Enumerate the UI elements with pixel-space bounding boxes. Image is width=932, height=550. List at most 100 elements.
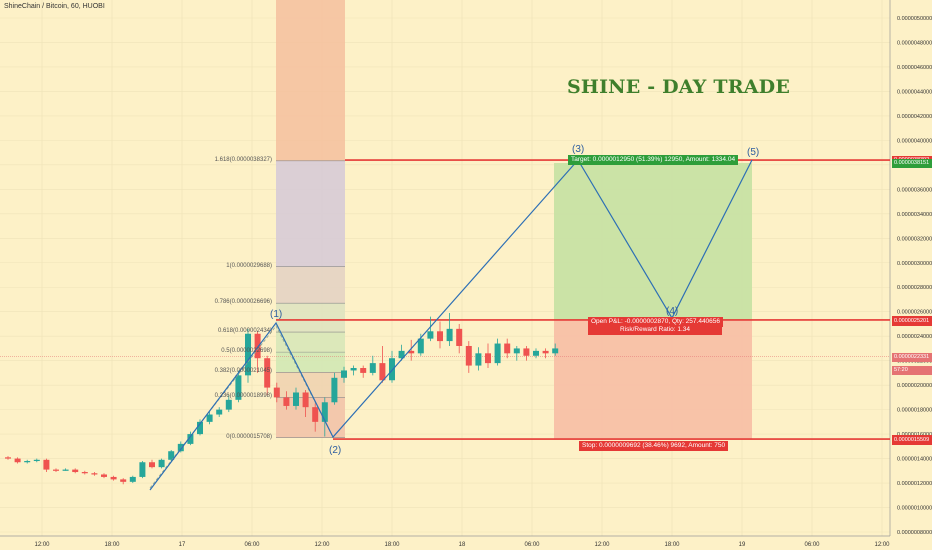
candle-body <box>24 461 31 463</box>
fib-zone <box>276 266 345 304</box>
price-tag: 0.0000015509 <box>892 436 932 446</box>
price-tag: 57:20 <box>892 366 932 376</box>
candle-body <box>379 363 386 381</box>
open-pnl-label: Open P&L: -0.0000002870, Qty: 257.440656 <box>588 316 724 327</box>
candle-body <box>206 414 213 422</box>
candle-body <box>369 363 376 373</box>
candle-body <box>523 348 530 356</box>
candle-body <box>389 358 395 381</box>
candle-body <box>177 443 184 452</box>
y-tick-label: 0.0000026000 <box>897 310 932 316</box>
candle-body <box>542 350 549 354</box>
y-tick-label: 0.0000024000 <box>897 334 932 340</box>
candle-body <box>43 459 50 470</box>
fib-trend-dash <box>149 325 334 489</box>
x-tick-label: 06:00 <box>524 542 540 548</box>
candle-body <box>158 459 165 468</box>
candle-body <box>513 348 520 354</box>
x-tick-label: 18:00 <box>104 542 120 548</box>
candle-body <box>427 331 434 339</box>
candle-body <box>398 350 405 359</box>
x-tick-label: 18 <box>459 542 466 548</box>
candle-body <box>293 392 299 406</box>
wave-label: (5) <box>747 147 760 158</box>
candle-body <box>408 350 415 354</box>
candle-body <box>91 473 98 475</box>
candle-body <box>465 345 472 366</box>
chart-title: ShineChain / Bitcoin, 60, HUOBI <box>4 3 105 10</box>
y-tick-label: 0.0000012000 <box>897 481 932 487</box>
candle-body <box>149 462 155 468</box>
fib-level-label: 1.618(0.0000038327) <box>214 156 272 163</box>
y-tick-label: 0.0000014000 <box>897 457 932 463</box>
candle-body <box>216 409 223 415</box>
wave-label: (1) <box>270 309 283 320</box>
y-tick-label: 0.0000048000 <box>897 40 932 46</box>
fib-level-label: 0.618(0.000002434) <box>217 328 272 335</box>
candle-body <box>341 370 347 378</box>
candle-body <box>331 377 338 403</box>
fib-level-label: 0.5(0.0000022698) <box>221 348 272 355</box>
fib-zone <box>276 332 345 353</box>
candle-body <box>456 328 463 346</box>
fib-level-label: 1(0.0000029688) <box>226 262 272 269</box>
candle-body <box>129 476 136 482</box>
y-tick-label: 0.0000042000 <box>897 114 932 120</box>
candle-body <box>53 469 59 471</box>
y-tick-label: 0.0000020000 <box>897 383 932 389</box>
x-tick-label: 12:00 <box>874 542 890 548</box>
y-tick-label: 0.0000030000 <box>897 261 932 267</box>
candle-body <box>14 458 21 463</box>
fib-zone <box>276 303 345 333</box>
fib-zone <box>276 352 345 373</box>
target-label: Target: 0.0000012950 (51.39%) 12950, Amo… <box>568 155 739 165</box>
wave-label: (3) <box>572 144 585 155</box>
y-tick-label: 0.0000050000 <box>897 16 932 22</box>
x-tick-label: 12:00 <box>594 542 610 548</box>
candle-body <box>168 451 175 460</box>
candle-body <box>187 434 194 444</box>
price-tag: 0.0000022331 <box>892 352 932 362</box>
candle-body <box>33 459 40 462</box>
y-tick-label: 0.0000032000 <box>897 236 932 242</box>
candle-body <box>350 368 357 371</box>
x-tick-label: 12:00 <box>34 542 50 548</box>
fib-level-label: 0.382(0.0000021045) <box>214 368 272 375</box>
candle-body <box>110 476 117 480</box>
candle-body <box>139 462 146 477</box>
x-tick-label: 17 <box>179 542 186 548</box>
y-tick-label: 0.0000036000 <box>897 187 932 193</box>
x-tick-label: 18:00 <box>384 542 400 548</box>
candle-body <box>437 331 443 342</box>
candle-body <box>235 375 242 400</box>
wave-label: (4) <box>666 306 679 317</box>
candle-body <box>533 350 539 356</box>
fib-zone <box>276 160 345 267</box>
x-tick-label: 19 <box>739 542 746 548</box>
candle-body <box>504 343 511 354</box>
fib-extension-band <box>276 0 345 161</box>
candle-body <box>475 353 482 366</box>
candle-body <box>254 333 261 359</box>
y-tick-label: 0.0000008000 <box>897 530 932 536</box>
candle-body <box>197 421 203 435</box>
y-tick-label: 0.0000044000 <box>897 89 932 95</box>
candle-body <box>245 333 251 376</box>
candle-body <box>5 457 11 459</box>
y-tick-label: 0.0000018000 <box>897 408 932 414</box>
profit-zone <box>554 163 752 320</box>
candle-body <box>485 353 491 364</box>
candle-body <box>494 343 501 364</box>
fib-level-label: 0(0.0000015708) <box>226 433 272 440</box>
candle-body <box>552 348 559 354</box>
candle-body <box>321 402 328 422</box>
wave-label: (2) <box>329 445 342 456</box>
price-tag: 0.0000025201 <box>892 317 932 327</box>
y-tick-label: 0.0000046000 <box>897 65 932 71</box>
y-tick-label: 0.0000034000 <box>897 212 932 218</box>
y-tick-label: 0.0000022000 <box>897 359 932 365</box>
risk-reward-label: Risk/Reward Ratio: 1.34 <box>588 324 722 335</box>
candle-body <box>225 399 232 410</box>
